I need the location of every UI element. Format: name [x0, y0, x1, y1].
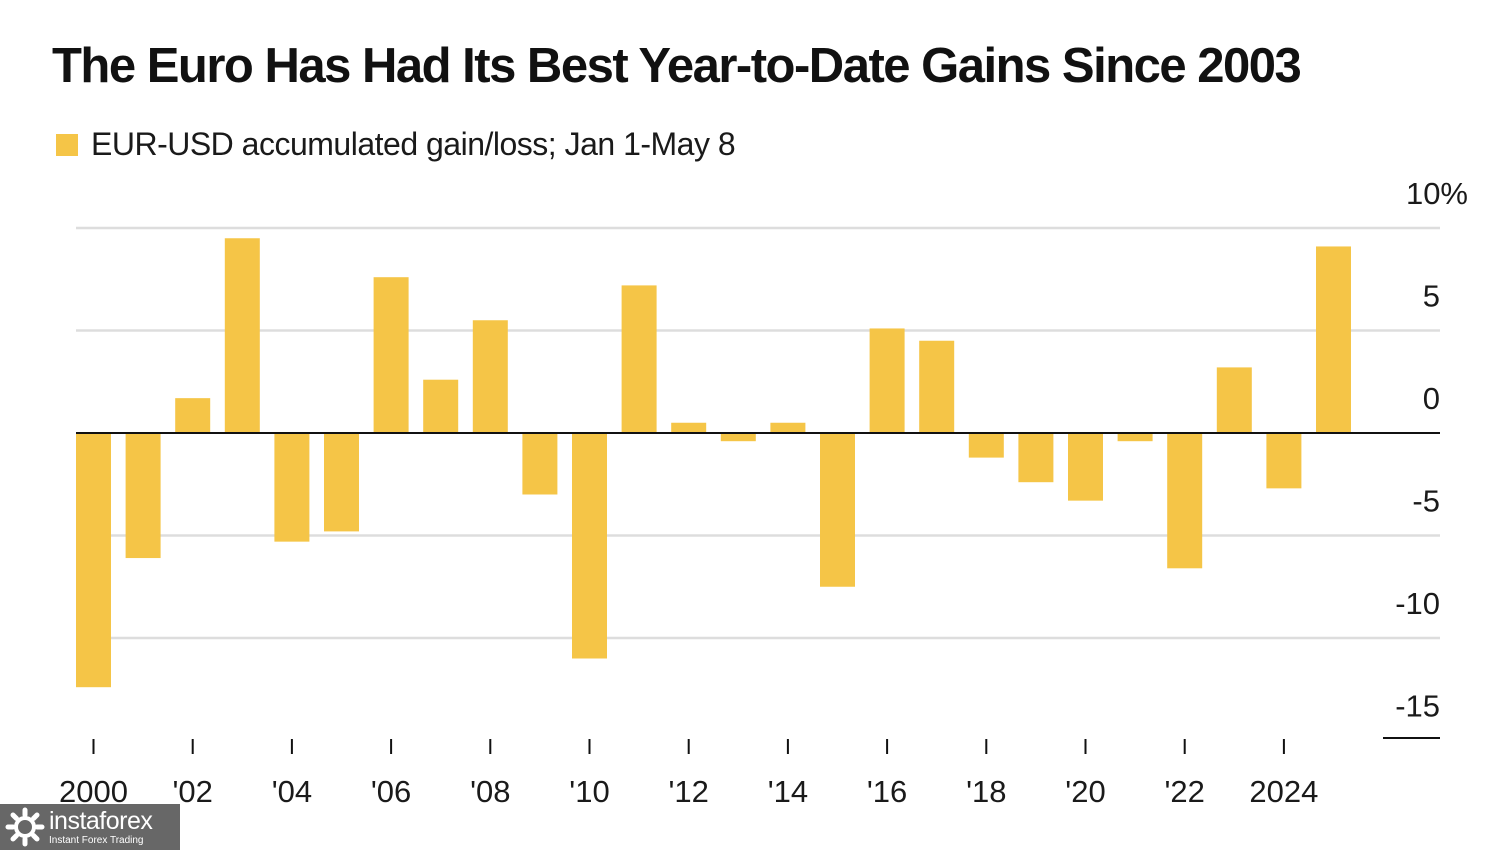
- bar: [1068, 433, 1103, 501]
- legend-swatch: [56, 133, 78, 156]
- legend: EUR-USD accumulated gain/loss; Jan 1-May…: [56, 126, 736, 163]
- bar: [820, 433, 855, 587]
- y-tick-label: -10: [1395, 586, 1440, 621]
- bar: [1117, 433, 1153, 442]
- x-tick-label: '22: [1164, 774, 1204, 809]
- x-tick-label: '16: [867, 774, 907, 809]
- bar: [572, 433, 607, 659]
- bar: [224, 238, 260, 433]
- y-tick-label: 5: [1423, 279, 1440, 314]
- bar: [919, 340, 955, 433]
- gear-logo-icon: [5, 807, 45, 847]
- bar: [1167, 433, 1203, 569]
- bar: [671, 422, 707, 433]
- bar: [522, 433, 558, 495]
- y-tick-label: -5: [1412, 484, 1440, 519]
- bar: [472, 320, 508, 433]
- x-tick-label: '18: [966, 774, 1006, 809]
- bar: [968, 433, 1004, 458]
- bar: [720, 433, 756, 442]
- bar: [274, 433, 310, 542]
- y-tick-label: -15: [1395, 689, 1440, 724]
- x-tick-label: 2000: [59, 774, 128, 809]
- y-tick-label: 0: [1423, 381, 1440, 416]
- bar: [373, 277, 409, 433]
- x-tick-label: '10: [569, 774, 609, 809]
- x-tick-label: '04: [272, 774, 312, 809]
- bar: [76, 433, 111, 688]
- watermark: instaforex Instant Forex Trading: [0, 804, 180, 850]
- bar: [770, 422, 806, 433]
- bar: [621, 285, 657, 433]
- bar: [1266, 433, 1302, 489]
- x-tick-label: '02: [172, 774, 212, 809]
- bar: [1216, 367, 1252, 433]
- bar: [324, 433, 359, 532]
- bar: [1316, 246, 1351, 433]
- bar: [175, 398, 211, 433]
- y-tick-label: 10%: [1406, 176, 1468, 211]
- bar: [423, 379, 459, 433]
- watermark-name: instaforex: [49, 806, 153, 835]
- bar: [125, 433, 161, 559]
- x-tick-label: 2024: [1249, 774, 1318, 809]
- legend-label: EUR-USD accumulated gain/loss; Jan 1-May…: [91, 126, 736, 162]
- x-tick-label: '08: [470, 774, 510, 809]
- bar: [1018, 433, 1054, 483]
- x-tick-label: '20: [1065, 774, 1105, 809]
- watermark-tagline: Instant Forex Trading: [49, 834, 144, 846]
- bar: [869, 328, 905, 433]
- x-tick-label: '06: [371, 774, 411, 809]
- chart-title: The Euro Has Had Its Best Year-to-Date G…: [52, 39, 1302, 93]
- x-tick-label: '12: [668, 774, 708, 809]
- x-tick-label: '14: [768, 774, 808, 809]
